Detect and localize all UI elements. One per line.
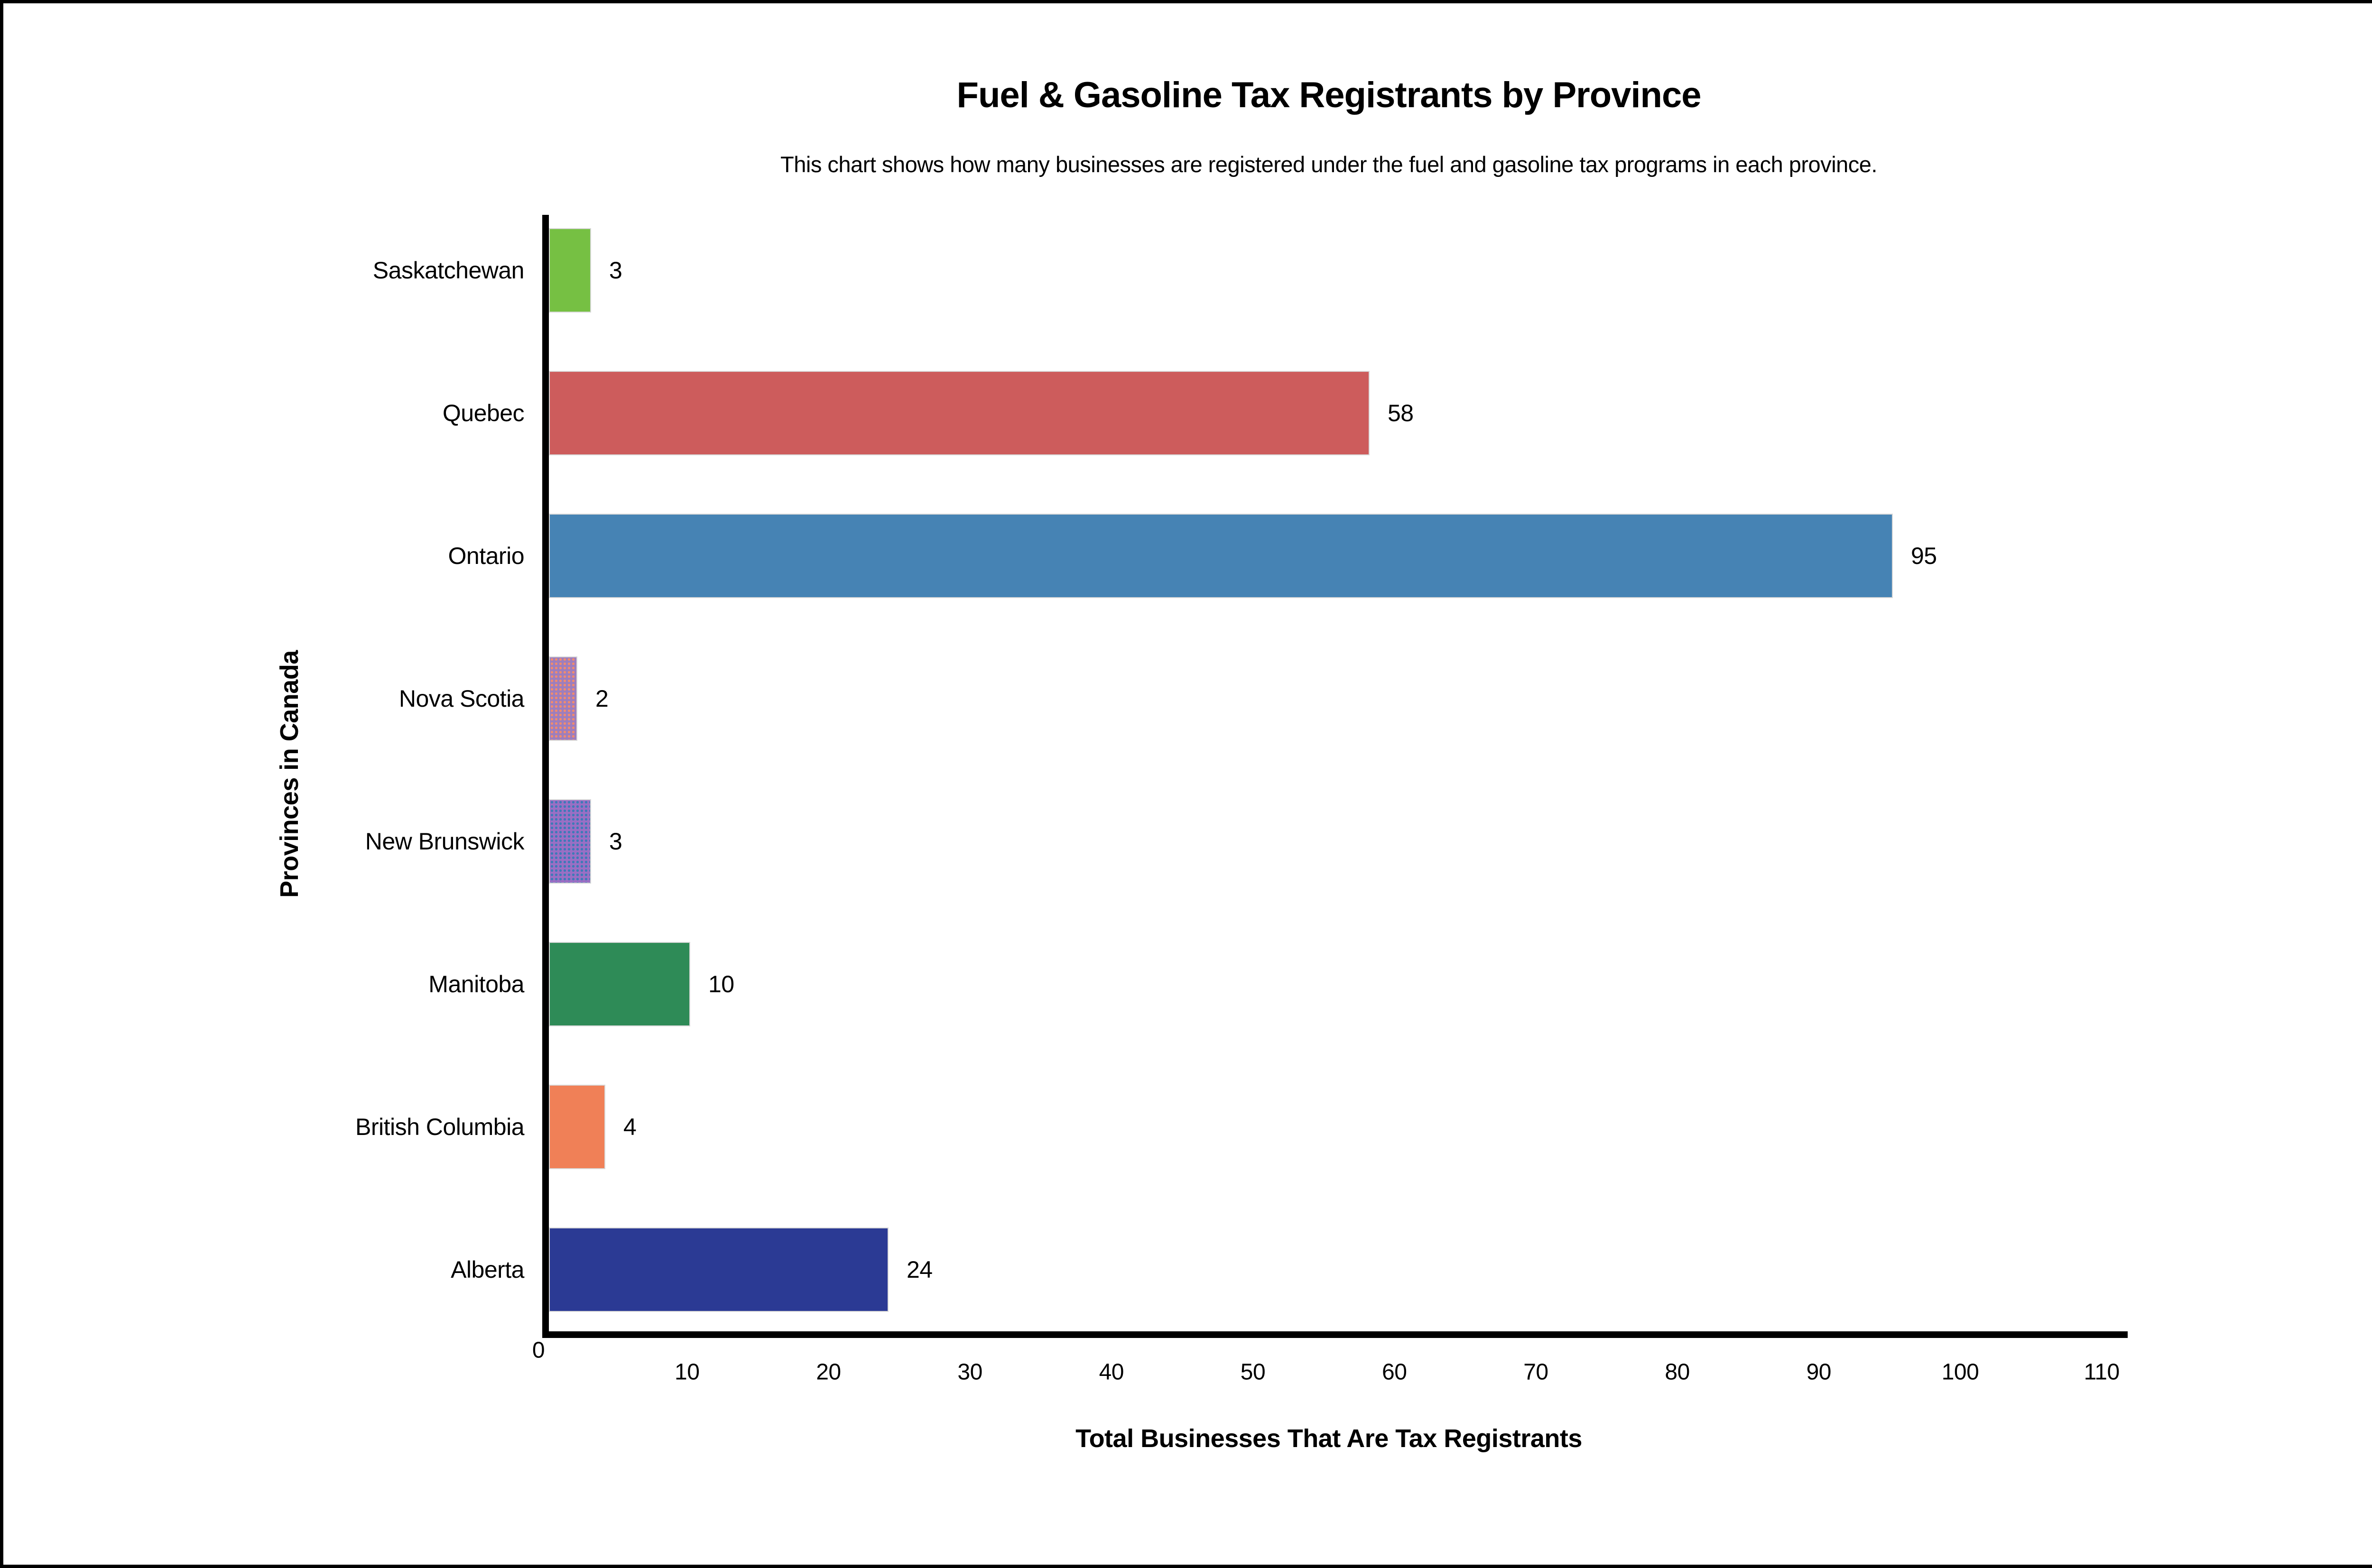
category-label-ontario: Ontario xyxy=(448,543,525,569)
category-label-saskatchewan: Saskatchewan xyxy=(372,257,525,284)
value-label-saskatchewan: 3 xyxy=(609,257,622,284)
bar-british-columbia xyxy=(549,1085,605,1169)
category-label-quebec: Quebec xyxy=(442,400,525,426)
y-axis-line xyxy=(542,215,549,1338)
bar-saskatchewan xyxy=(549,228,591,313)
value-label-quebec: 58 xyxy=(1388,400,1414,426)
chart-title: Fuel & Gasoline Tax Registrants by Provi… xyxy=(956,75,1702,115)
value-label-british-columbia: 4 xyxy=(623,1114,637,1140)
value-label-manitoba: 10 xyxy=(708,971,734,997)
x-tick-30: 30 xyxy=(957,1359,982,1385)
value-label-alberta: 24 xyxy=(907,1256,933,1283)
x-axis-title: Total Businesses That Are Tax Registrant… xyxy=(1075,1424,1582,1453)
x-tick-0: 0 xyxy=(532,1337,545,1363)
y-axis-title: Provinces in Canada xyxy=(275,650,304,898)
category-label-manitoba: Manitoba xyxy=(428,971,524,997)
x-tick-60: 60 xyxy=(1381,1359,1407,1385)
bar-nova-scotia xyxy=(549,656,577,741)
value-label-ontario: 95 xyxy=(1911,543,1937,569)
x-axis-line xyxy=(542,1331,2128,1338)
x-tick-70: 70 xyxy=(1523,1359,1548,1385)
x-tick-80: 80 xyxy=(1665,1359,1690,1385)
category-label-alberta: Alberta xyxy=(451,1256,524,1283)
bar-manitoba xyxy=(549,942,690,1026)
chart-subtitle: This chart shows how many businesses are… xyxy=(780,152,1877,177)
bar-ontario xyxy=(549,514,1893,598)
value-label-nova-scotia: 2 xyxy=(595,685,609,712)
value-label-new-brunswick: 3 xyxy=(609,828,622,855)
category-label-nova-scotia: Nova Scotia xyxy=(398,685,525,712)
x-tick-20: 20 xyxy=(816,1359,841,1385)
bar-new-brunswick xyxy=(549,799,591,884)
category-label-british-columbia: British Columbia xyxy=(355,1114,525,1140)
x-tick-90: 90 xyxy=(1806,1359,1832,1385)
bar-alberta xyxy=(549,1227,889,1312)
x-tick-40: 40 xyxy=(1099,1359,1124,1385)
x-tick-50: 50 xyxy=(1240,1359,1266,1385)
bar-quebec xyxy=(549,371,1370,455)
x-tick-110: 110 xyxy=(2084,1359,2120,1385)
x-tick-10: 10 xyxy=(674,1359,700,1385)
category-label-new-brunswick: New Brunswick xyxy=(365,828,525,855)
x-tick-100: 100 xyxy=(1941,1359,1979,1385)
